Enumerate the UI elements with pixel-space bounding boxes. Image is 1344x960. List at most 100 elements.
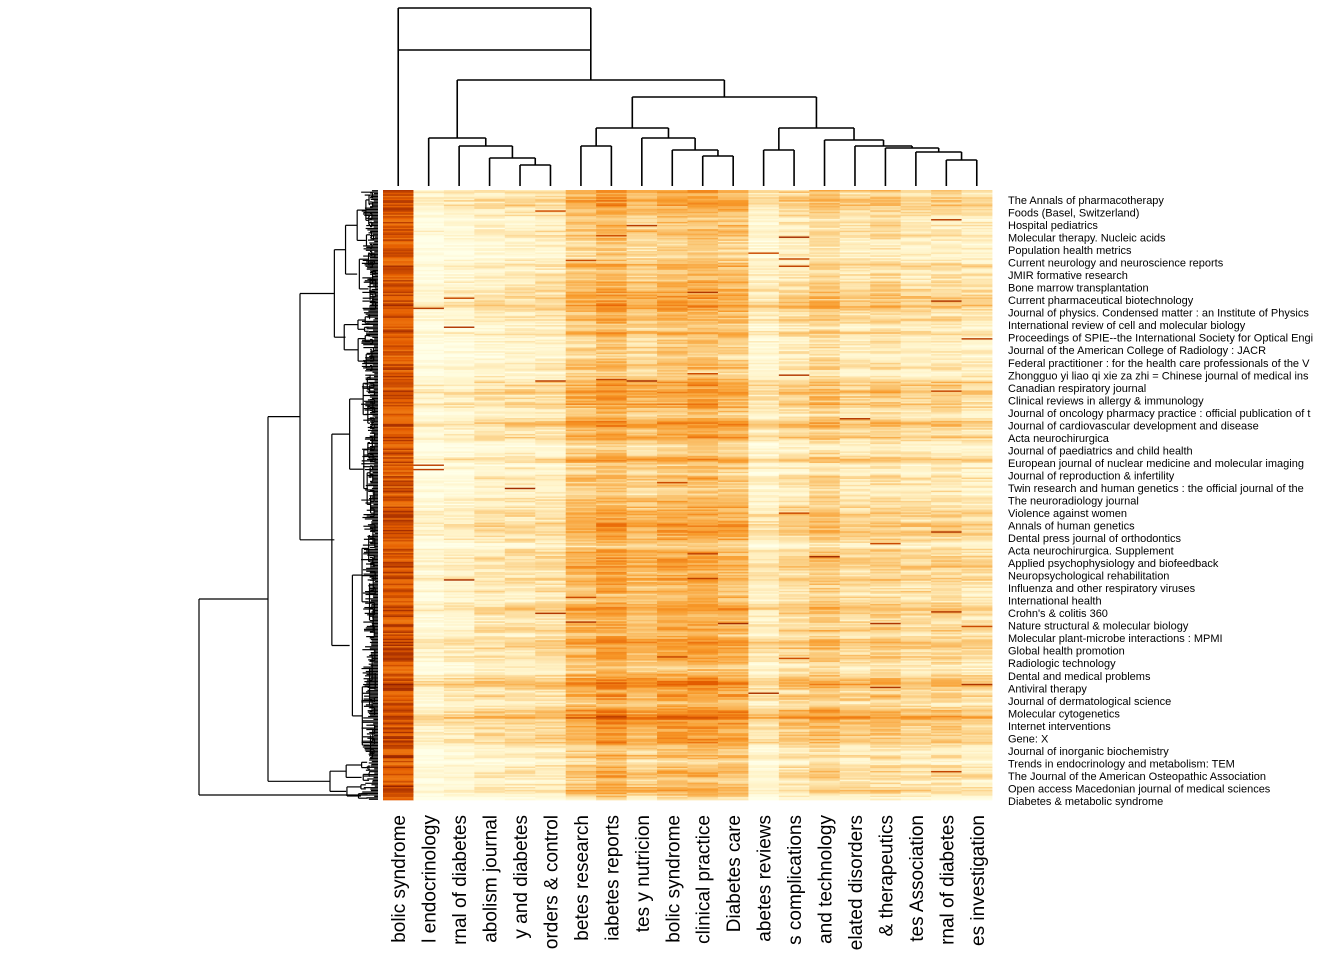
heatmap-cell: [870, 294, 902, 297]
heatmap-cell: [687, 333, 719, 336]
heatmap-cell: [778, 298, 810, 301]
heatmap-cell: [565, 358, 597, 361]
heatmap-cell: [413, 236, 445, 239]
heatmap-cell: [565, 300, 597, 303]
heatmap-cell: [931, 416, 962, 419]
heatmap-cell: [717, 221, 749, 224]
heatmap-cell: [809, 483, 841, 486]
heatmap-cell: [687, 259, 719, 262]
heatmap-cell: [443, 265, 475, 268]
heatmap-cell: [596, 465, 627, 468]
heatmap-cell: [839, 484, 871, 487]
heatmap-cell: [474, 368, 506, 371]
heatmap-cell: [383, 348, 414, 351]
heatmap-cell: [535, 423, 567, 426]
heatmap-cell: [657, 221, 688, 224]
heatmap-cell: [961, 364, 993, 367]
heatmap-cell: [900, 301, 932, 304]
heatmap-cell: [961, 230, 993, 233]
heatmap-cell: [474, 357, 506, 359]
heatmap-cell: [535, 204, 567, 207]
heatmap-cell: [657, 216, 688, 218]
heatmap-cell: [443, 335, 475, 338]
heatmap-cell: [657, 229, 688, 232]
heatmap-cell: [596, 438, 627, 441]
heatmap-cell: [504, 201, 536, 204]
heatmap-cell: [717, 479, 749, 481]
heatmap-cell: [657, 224, 688, 227]
heatmap-cell: [809, 377, 841, 380]
heatmap-cell: [778, 237, 810, 240]
heatmap-cell: [443, 399, 475, 401]
heatmap-cell: [839, 489, 871, 491]
heatmap-cell: [748, 224, 780, 227]
heatmap-cell: [931, 291, 962, 294]
heatmap-cell: [443, 422, 475, 425]
heatmap-cell: [626, 255, 658, 258]
heatmap-cell: [443, 261, 475, 263]
heatmap-cell: [535, 191, 567, 194]
heatmap-cell: [961, 306, 993, 308]
heatmap-cell: [626, 404, 658, 407]
heatmap-cell: [961, 221, 993, 224]
heatmap-cell: [626, 282, 658, 285]
heatmap-cell: [687, 312, 719, 314]
heatmap-cell: [839, 431, 871, 433]
heatmap-cell: [687, 447, 719, 449]
heatmap-cell: [626, 343, 658, 346]
heatmap-cell: [931, 285, 962, 288]
heatmap-cell: [443, 357, 475, 359]
heatmap-cell: [535, 217, 567, 220]
heatmap-cell: [413, 201, 445, 204]
heatmap-cell: [383, 358, 414, 361]
heatmap-cell: [961, 436, 993, 439]
heatmap-cell: [839, 243, 871, 246]
heatmap-cell: [870, 420, 902, 423]
heatmap-cell: [474, 346, 506, 349]
heatmap-cell: [687, 449, 719, 452]
heatmap-cell: [626, 423, 658, 426]
heatmap-cell: [961, 355, 993, 358]
heatmap-cell: [626, 307, 658, 310]
heatmap-cell: [535, 310, 567, 313]
heatmap-cell: [383, 415, 414, 417]
heatmap-cell: [717, 407, 749, 410]
heatmap-cell: [839, 204, 871, 207]
heatmap-cell: [839, 410, 871, 413]
heatmap-cell: [717, 310, 749, 313]
heatmap-cell: [809, 362, 841, 365]
heatmap-cell: [961, 444, 993, 446]
heatmap-cell: [931, 483, 962, 486]
heatmap-cell: [504, 253, 536, 256]
heatmap-cell: [931, 410, 962, 413]
heatmap-cell: [961, 325, 993, 327]
heatmap-cell: [687, 211, 719, 214]
heatmap-cell: [748, 288, 780, 291]
heatmap-cell: [535, 452, 567, 455]
heatmap-cell: [596, 200, 627, 202]
heatmap-cell: [596, 300, 627, 303]
heatmap-cell: [596, 287, 627, 290]
heatmap-cell: [839, 413, 871, 416]
heatmap-cell: [504, 285, 536, 288]
heatmap-cell: [900, 207, 932, 210]
heatmap-cell: [474, 388, 506, 391]
heatmap-cell: [778, 194, 810, 197]
heatmap-cell: [504, 377, 536, 380]
heatmap-cell: [809, 275, 841, 278]
heatmap-cell: [900, 319, 932, 322]
heatmap-cell: [626, 391, 658, 394]
heatmap-cell: [687, 352, 719, 355]
heatmap-cell: [383, 217, 414, 220]
heatmap-cell: [748, 320, 780, 323]
heatmap-cell: [626, 451, 658, 454]
heatmap-cell: [778, 465, 810, 468]
heatmap-cell: [443, 322, 475, 324]
heatmap-cell: [931, 354, 962, 356]
heatmap-cell: [383, 370, 414, 372]
heatmap-cell: [717, 205, 749, 208]
heatmap-cell: [778, 474, 810, 477]
heatmap-cell: [626, 455, 658, 458]
heatmap-cell: [626, 396, 658, 399]
heatmap-cell: [961, 269, 993, 272]
